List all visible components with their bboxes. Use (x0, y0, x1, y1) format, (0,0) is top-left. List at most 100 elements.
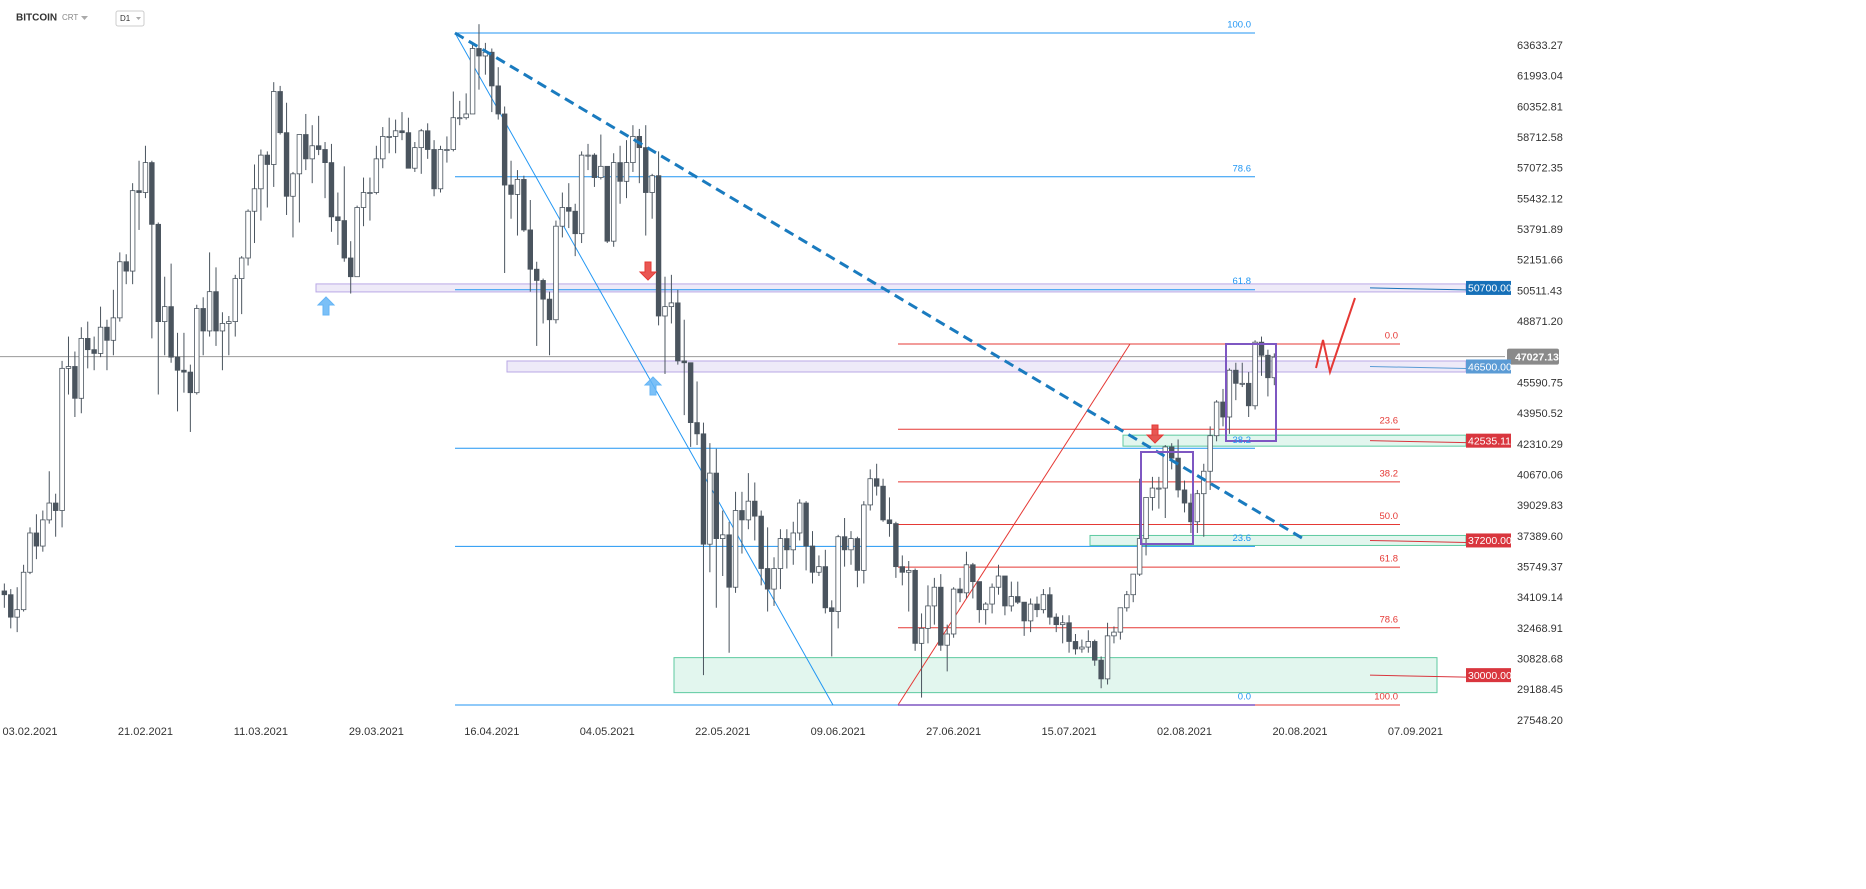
candle-body (1245, 382, 1252, 407)
pattern-box (1140, 451, 1194, 545)
level-connector (1369, 365, 1467, 369)
candle-body (91, 349, 97, 354)
candle-body (963, 564, 970, 594)
candle-body (598, 165, 604, 178)
y-tick-label: 43950.52 (1517, 408, 1563, 420)
candle-body (604, 165, 610, 242)
fib-label: 0.0 (1385, 331, 1398, 342)
timeframe-box[interactable] (115, 10, 145, 27)
candle-body (764, 568, 771, 590)
fib-diagonal (897, 343, 1131, 706)
candle-body (78, 338, 85, 399)
candle-body (899, 566, 906, 573)
candle-body (848, 538, 854, 551)
candle-body (1104, 635, 1111, 680)
symbol[interactable]: BITCOIN (16, 13, 57, 24)
candle-body (296, 134, 303, 175)
candle-body (85, 338, 91, 351)
candle-body (841, 536, 848, 551)
candle-body (803, 502, 809, 547)
level-tag (1466, 359, 1511, 374)
candle-body (1226, 369, 1233, 418)
candle-body (1213, 401, 1220, 437)
candle-body (1072, 641, 1079, 650)
candle-body (508, 184, 514, 195)
y-tick-label: 30828.68 (1517, 654, 1563, 666)
level-tag (1466, 433, 1511, 448)
candle-body (514, 179, 521, 195)
candle-body (944, 633, 950, 646)
arrow-up (643, 376, 663, 396)
dropdown-arrow[interactable] (81, 16, 88, 20)
candle-body (174, 356, 181, 371)
candle-body (707, 472, 713, 545)
candle-body (418, 130, 424, 149)
candle-body (290, 173, 296, 197)
candle-body (982, 603, 989, 611)
candle-body (906, 569, 912, 573)
candle-body (386, 136, 392, 138)
candle-body (668, 302, 675, 308)
candle-body (46, 502, 52, 521)
candle-body (431, 149, 437, 190)
candle-body (232, 278, 238, 322)
candle-body (206, 291, 213, 332)
candle-body (1162, 446, 1168, 489)
candle-body (1265, 354, 1271, 379)
x-tick-label: 29.03.2021 (349, 726, 404, 738)
candle-body (1040, 594, 1047, 611)
candle-body (444, 149, 450, 151)
timeframe[interactable]: D1 (120, 14, 131, 23)
candle-body (360, 192, 367, 208)
x-tick-label: 15.07.2021 (1042, 726, 1097, 738)
x-tick-label: 20.08.2021 (1272, 726, 1327, 738)
candle-body (521, 179, 527, 231)
candle-body (700, 433, 707, 545)
candle-body (591, 154, 598, 178)
fib-label: 23.6 (1233, 533, 1252, 544)
y-tick-label: 53791.89 (1517, 224, 1563, 236)
arrow-down (1145, 424, 1165, 444)
candle-body (1092, 641, 1098, 661)
candle-body (1002, 575, 1008, 607)
candle-body (559, 207, 566, 227)
arrow-down (638, 261, 658, 281)
candle-body (20, 571, 27, 611)
dropdown-arrow[interactable] (136, 17, 141, 20)
candle-body (1220, 401, 1226, 418)
y-tick-label: 27548.20 (1517, 715, 1563, 727)
candle-body (655, 175, 662, 317)
candle-body (854, 538, 861, 571)
candle-body (495, 85, 501, 115)
y-tick-label: 63633.27 (1517, 40, 1563, 52)
candle-body (412, 147, 418, 169)
candle-body (367, 192, 373, 194)
fib-label: 38.2 (1380, 468, 1399, 479)
candle-body (380, 136, 386, 160)
candle-body (1034, 603, 1040, 611)
fib-label: 78.6 (1380, 614, 1399, 625)
y-tick-label: 40670.06 (1517, 469, 1563, 481)
candle-body (1021, 601, 1027, 622)
candle-body (1136, 538, 1143, 575)
candle-body (912, 569, 918, 644)
candle-body (501, 113, 508, 186)
candle-body (1079, 646, 1085, 650)
candle-body (424, 130, 431, 150)
candle-body (745, 500, 752, 521)
y-tick-label: 39029.83 (1517, 500, 1563, 512)
candle-body (271, 91, 277, 165)
fib-label: 61.8 (1380, 554, 1399, 565)
candle-body (732, 510, 739, 588)
y-tick-label: 61993.04 (1517, 71, 1563, 83)
candle-body (347, 257, 354, 278)
candle-body (867, 478, 873, 506)
candle-body (957, 588, 963, 594)
candle-body (1252, 341, 1258, 407)
level-tag (1466, 280, 1511, 295)
candle-body (476, 48, 482, 57)
candle-body (534, 268, 540, 281)
level-connector (1369, 539, 1467, 543)
candle-body (457, 117, 463, 120)
price-tag-label: 47027.13 (1515, 351, 1559, 363)
